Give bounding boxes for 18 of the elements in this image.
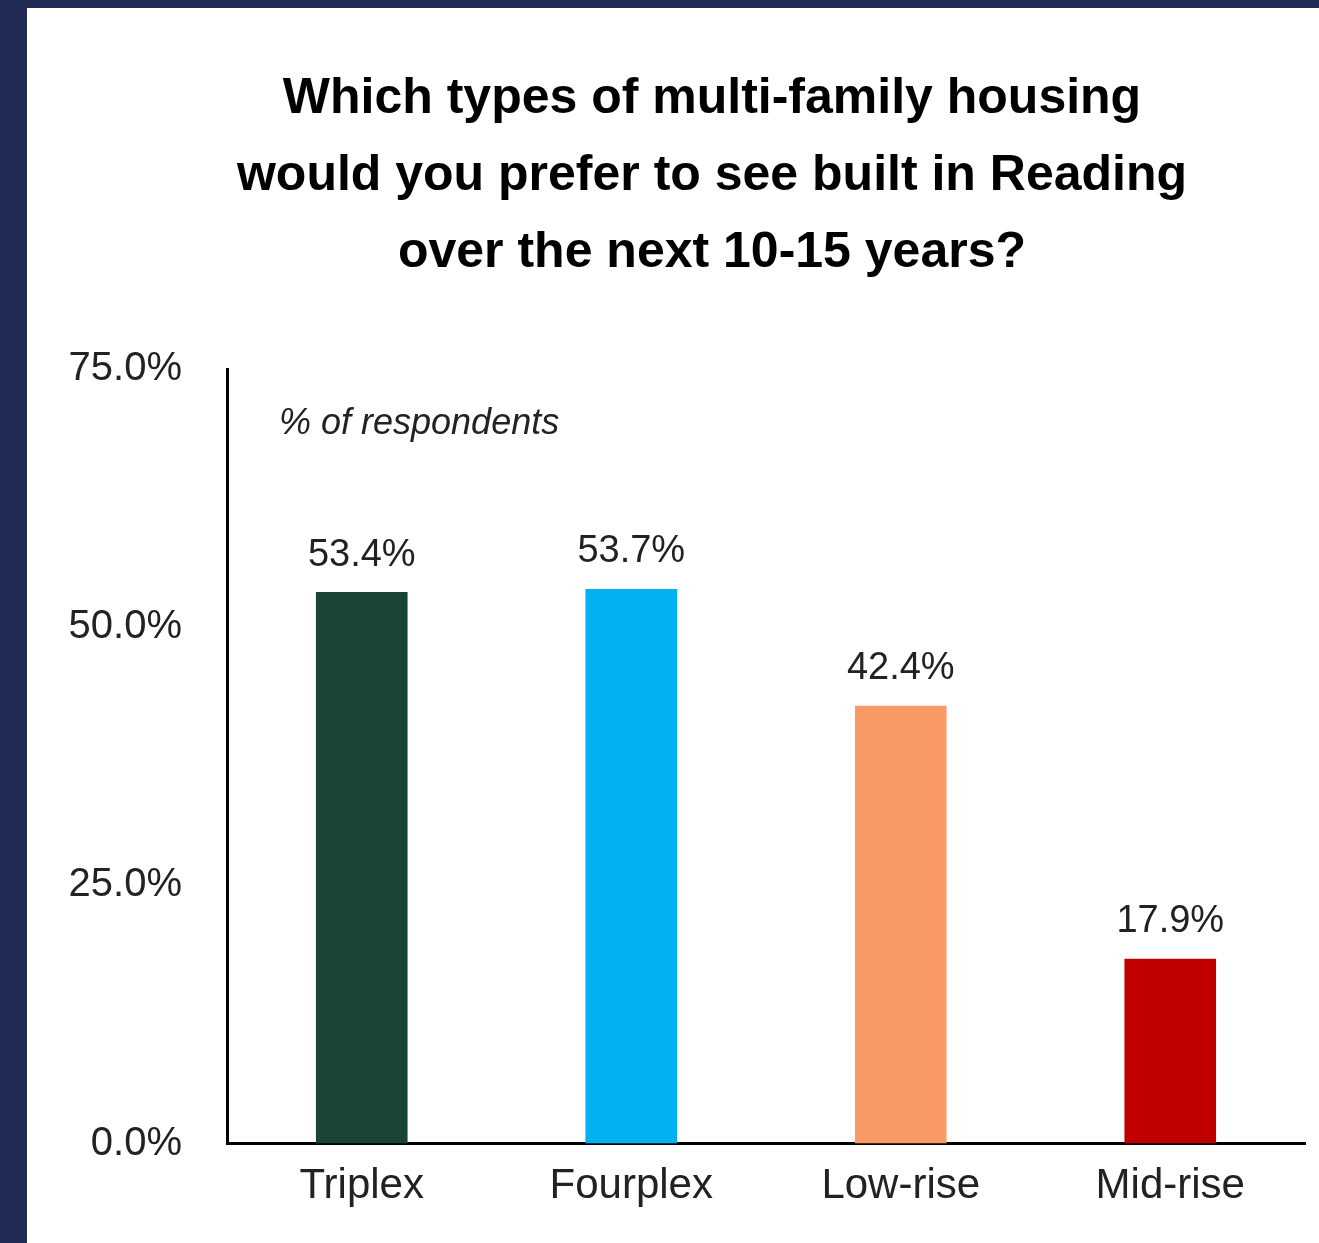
y-tick-label: 50.0% [68,602,182,647]
data-label: 17.9% [1116,898,1225,941]
x-tick-label: Low-rise [821,1160,981,1208]
annotation: % of respondents [279,401,560,443]
x-tick-label: Fourplex [549,1160,713,1208]
bar [854,705,947,1144]
data-label: 42.4% [846,645,955,688]
data-label: 53.4% [307,531,416,574]
y-tick-label: 25.0% [68,860,182,905]
bar [1124,958,1217,1144]
bar [585,588,678,1144]
y-tick-label: 75.0% [68,344,182,389]
bar [315,592,408,1144]
y-tick-label: 0.0% [90,1118,182,1163]
data-label: 53.7% [577,528,686,571]
x-tick-label: Mid-rise [1095,1160,1245,1208]
x-tick-label: Triplex [299,1160,424,1208]
chart-title: Which types of multi-family housing would you prefer to see built in Reading over the next 10-15 years? [235,67,1189,280]
